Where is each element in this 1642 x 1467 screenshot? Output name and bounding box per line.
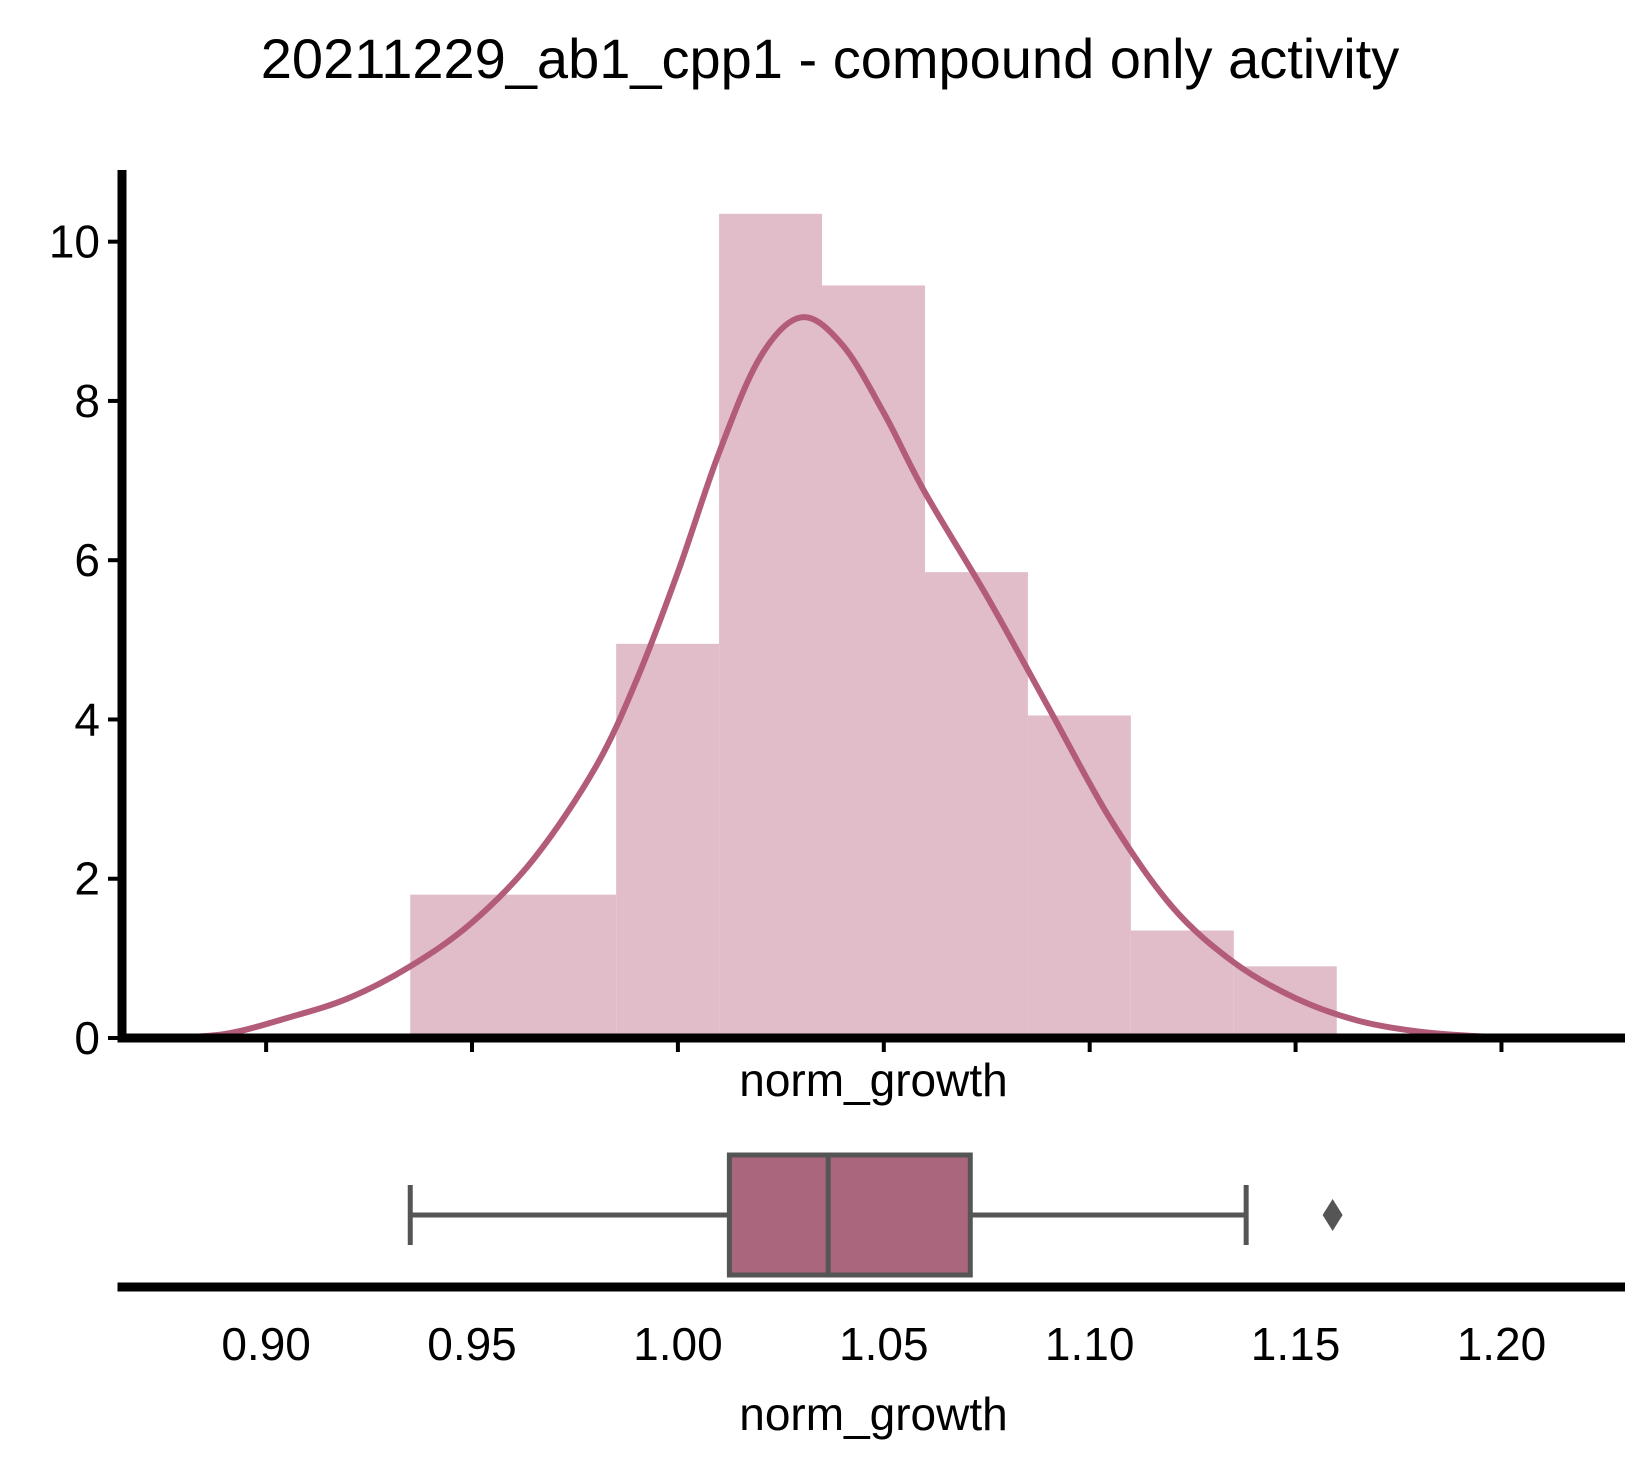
x-tick-label-4: 1.10 <box>1045 1318 1135 1370</box>
boxplot-outlier-0 <box>1322 1199 1343 1231</box>
boxplot-x-ticks: 0.90 0.95 1.00 1.05 1.10 1.15 1.20 <box>221 1318 1546 1370</box>
boxplot-x-axis-label: norm_growth <box>739 1388 1007 1440</box>
boxplot-outliers <box>1322 1199 1343 1231</box>
histogram-x-axis-label: norm_growth <box>739 1054 1007 1106</box>
histogram-x-ticks <box>264 1038 1504 1052</box>
x-tick-label-1: 0.95 <box>427 1318 517 1370</box>
x-tick-label-3: 1.05 <box>839 1318 929 1370</box>
histogram-y-ticks: 0 2 4 6 8 10 <box>49 216 122 1064</box>
y-tick-label-4: 4 <box>74 693 100 745</box>
chart-title: 20211229_ab1_cpp1 - compound only activi… <box>261 27 1399 90</box>
x-tick-label-0: 0.90 <box>221 1318 311 1370</box>
histogram-bar-2 <box>719 213 823 1039</box>
histogram-bar-0 <box>410 894 617 1038</box>
histogram-bar-1 <box>616 643 720 1038</box>
x-tick-label-5: 1.15 <box>1251 1318 1341 1370</box>
boxplot-panel: 0.90 0.95 1.00 1.05 1.10 1.15 1.20 norm_growth <box>117 1152 1625 1440</box>
histogram-panel: 0 2 4 6 8 10 norm_growth <box>49 170 1625 1106</box>
histogram-bar-3 <box>822 285 925 1038</box>
y-tick-label-10: 10 <box>49 216 100 268</box>
x-tick-label-6: 1.20 <box>1457 1318 1547 1370</box>
y-tick-label-6: 6 <box>74 534 100 586</box>
histogram-bars <box>410 213 1337 1039</box>
y-tick-label-0: 0 <box>74 1012 100 1064</box>
histogram-bar-4 <box>924 572 1028 1038</box>
x-tick-label-2: 1.00 <box>633 1318 723 1370</box>
kde-curve <box>162 314 1543 1041</box>
y-tick-label-2: 2 <box>74 853 100 905</box>
boxplot-box <box>726 1152 973 1278</box>
y-tick-label-8: 8 <box>74 375 100 427</box>
histogram-bar-7 <box>1233 966 1337 1038</box>
